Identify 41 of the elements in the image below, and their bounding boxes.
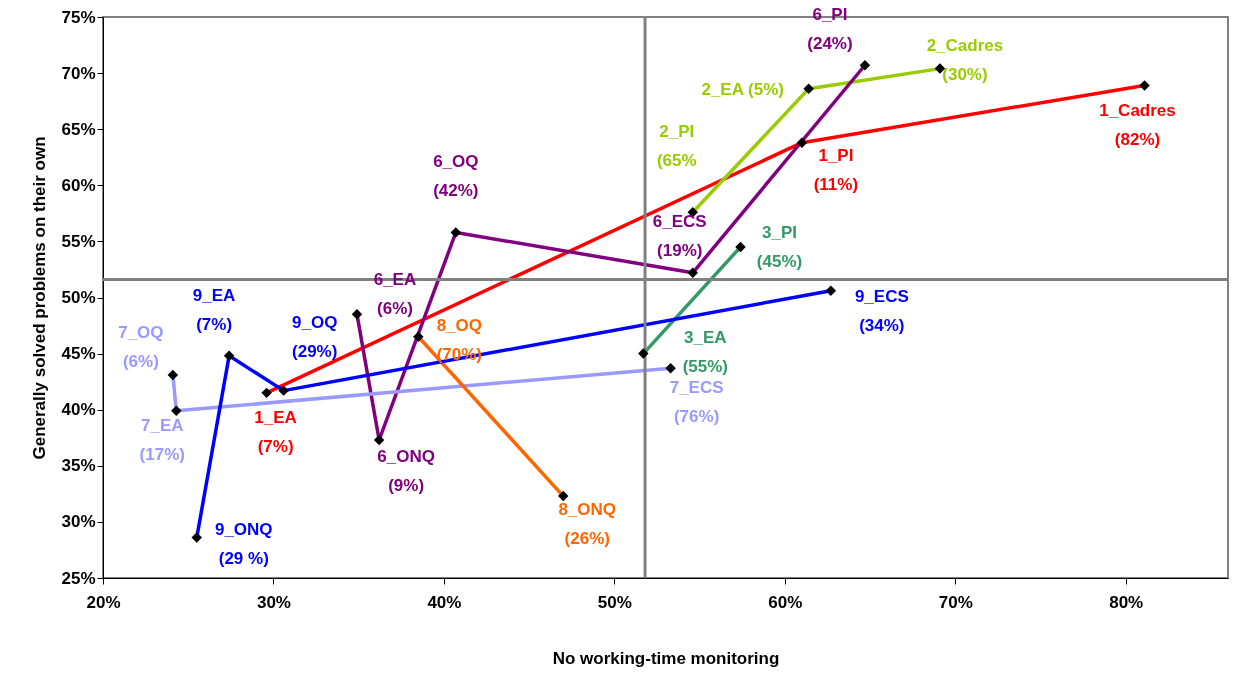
annotation: 7_OQ (6%)	[118, 322, 164, 371]
y-tick-label: 35%	[61, 456, 96, 476]
annotation: 9_ONQ (29 %)	[214, 519, 273, 568]
x-tick-label: 20%	[86, 592, 121, 612]
y-tick-label: 75%	[61, 7, 96, 27]
annotation: 9_ECS (34%)	[854, 286, 909, 335]
annotation: 9_EA (7%)	[192, 285, 236, 334]
x-tick-label: 40%	[427, 592, 462, 612]
y-tick-label: 65%	[61, 119, 96, 139]
annotation: 6_PI (24%)	[807, 5, 853, 54]
annotation: 2_PI (65%	[656, 122, 697, 171]
annotation: 2_EA (5%)	[701, 79, 784, 99]
y-tick-label: 40%	[61, 400, 96, 420]
y-tick-label: 70%	[61, 63, 96, 83]
annotation: 8_ONQ (26%)	[558, 500, 617, 549]
annotation: 2_Cadres (30%)	[926, 35, 1004, 84]
annotation: 7_EA (17%)	[139, 415, 185, 464]
x-tick-label: 80%	[1109, 592, 1144, 612]
annotation: 1_Cadres (82%)	[1099, 101, 1176, 150]
annotation: 3_EA (55%)	[682, 327, 729, 376]
annotation: 1_EA (7%)	[254, 407, 297, 456]
x-tick-label: 60%	[768, 592, 803, 612]
x-tick-label: 50%	[597, 592, 632, 612]
y-tick-label: 30%	[61, 512, 96, 532]
x-tick-label: 70%	[938, 592, 973, 612]
y-axis-title: Generally solved problems on their own	[30, 136, 50, 460]
annotation: 1_PI (11%)	[813, 145, 859, 194]
x-axis-title: No working-time monitoring	[552, 648, 780, 668]
y-tick-label: 25%	[61, 568, 96, 588]
y-tick-label: 50%	[61, 288, 96, 307]
y-tick-label: 60%	[61, 175, 96, 195]
y-tick-label: 45%	[61, 344, 96, 364]
annotation: 6_ONQ (9%)	[377, 446, 435, 495]
annotation: 6_EA (6%)	[373, 270, 417, 319]
y-tick-label: 55%	[61, 231, 96, 251]
annotation: 6_ECS (19%)	[652, 211, 707, 260]
annotation: 7_ECS (76%)	[669, 378, 724, 427]
annotation: 3_PI (45%)	[756, 223, 803, 272]
x-tick-label: 30%	[256, 592, 291, 612]
annotation: 6_OQ (42%)	[433, 152, 479, 201]
annotation: 9_OQ (29%)	[292, 312, 338, 361]
